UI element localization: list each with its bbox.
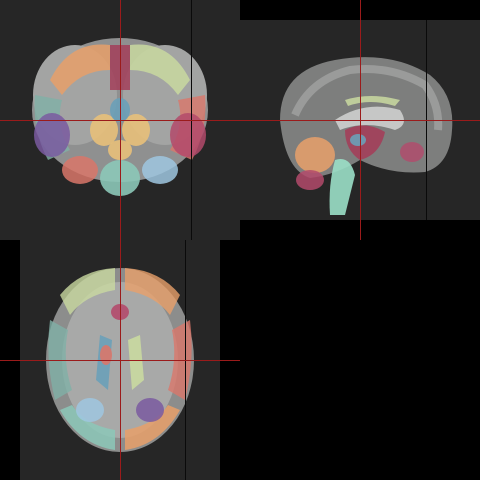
axial-label-posterior-right [136, 398, 164, 422]
axial-label-occipital-left [60, 405, 115, 450]
axial-label-ventricle-right [128, 335, 144, 390]
coronal-label-superior-left [50, 44, 110, 95]
axial-label-frontal-left [60, 268, 115, 315]
sagittal-corpus-callosum [335, 106, 404, 130]
axial-label-occipital-right [125, 405, 180, 450]
coronal-crosshair-horizontal[interactable] [0, 120, 240, 121]
coronal-label-superior-right [130, 44, 190, 95]
sagittal-label-frontal [400, 142, 424, 162]
empty-view [240, 240, 480, 480]
coronal-view[interactable] [0, 0, 240, 240]
sagittal-label-occipital [296, 170, 324, 190]
axial-label-posterior-left [76, 398, 104, 422]
coronal-label-temporal-left [34, 113, 70, 157]
axial-view[interactable] [0, 240, 240, 480]
sagittal-label-brainstem [329, 159, 355, 215]
coronal-label-thalamus-right [122, 114, 150, 146]
coronal-label-lower-left [62, 156, 98, 184]
sagittal-label-upper [345, 96, 400, 106]
axial-label-caudate-left [100, 345, 112, 365]
sagittal-slice [280, 57, 453, 215]
axial-label-frontal-right [125, 268, 180, 315]
sagittal-label-ventricle [350, 134, 366, 146]
axial-crosshair-horizontal[interactable] [0, 360, 240, 361]
coronal-label-lower-right [142, 156, 178, 184]
sagittal-view[interactable] [240, 0, 480, 240]
sagittal-label-cerebellum [295, 137, 335, 173]
sagittal-gyri [291, 65, 443, 131]
coronal-label-temporal-right [170, 113, 206, 157]
coronal-label-thalamus-left [90, 114, 118, 146]
sagittal-crosshair-horizontal[interactable] [240, 120, 480, 121]
